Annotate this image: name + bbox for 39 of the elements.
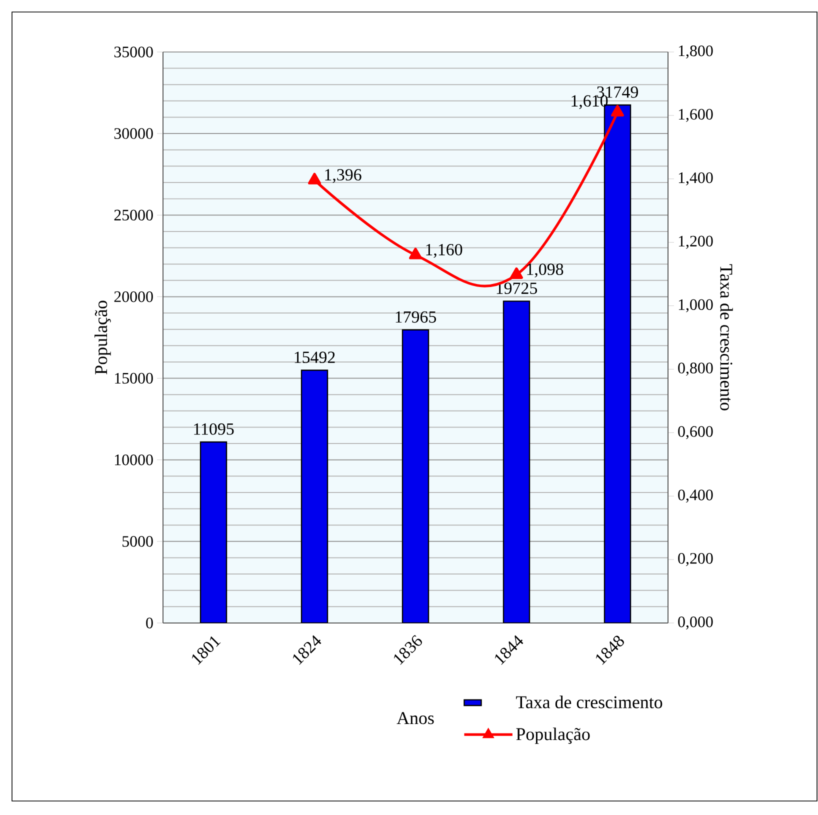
point — [510, 267, 523, 279]
y-tick-label: 20000 — [114, 291, 153, 302]
data-label: 1,098 — [527, 264, 564, 278]
y2-tick-label: 0,400 — [678, 490, 713, 503]
y2-tick-label: 1,800 — [678, 45, 713, 59]
data-label: 1,396 — [325, 169, 362, 183]
y-tick-label: 25000 — [114, 210, 153, 221]
data-label: 15492 — [294, 352, 335, 364]
bar — [200, 441, 228, 623]
y2-tick-label: 1,400 — [678, 172, 713, 186]
data-label: 19725 — [496, 282, 538, 294]
point — [409, 248, 422, 260]
bar — [300, 370, 328, 623]
y-tick-label: 0 — [146, 618, 153, 628]
y2-tick-label: 1,000 — [678, 299, 713, 312]
y2-axis-title: Taxa de crescimento — [720, 264, 733, 410]
y-tick-label: 35000 — [114, 46, 153, 58]
point — [611, 104, 624, 117]
x-tick-label: 1801 — [192, 636, 221, 665]
y2-tick-label: 1,200 — [678, 236, 713, 249]
bar — [402, 329, 430, 623]
y2-tick-label: 0,000 — [678, 616, 713, 630]
legend-label: Taxa de crescimento — [516, 696, 662, 708]
y-tick-label: 15000 — [115, 372, 153, 384]
y2-tick-label: 0,800 — [678, 362, 713, 376]
y2-tick-label: 0,600 — [678, 426, 713, 440]
x-axis-title: Anos — [396, 712, 434, 724]
y2-tick-label: 0,200 — [678, 553, 713, 566]
y-axis-title: População — [94, 300, 111, 374]
y-tick-label: 5000 — [122, 536, 153, 547]
data-label: 11095 — [194, 423, 234, 435]
y-tick-label: 10000 — [115, 454, 153, 466]
point — [308, 172, 321, 184]
y2-tick-label: 1,600 — [678, 108, 713, 122]
data-label: 17965 — [396, 311, 436, 323]
legend-label: População — [516, 728, 590, 744]
data-label: 1,160 — [426, 244, 462, 258]
bar — [502, 300, 530, 623]
y-tick-label: 30000 — [114, 128, 153, 139]
